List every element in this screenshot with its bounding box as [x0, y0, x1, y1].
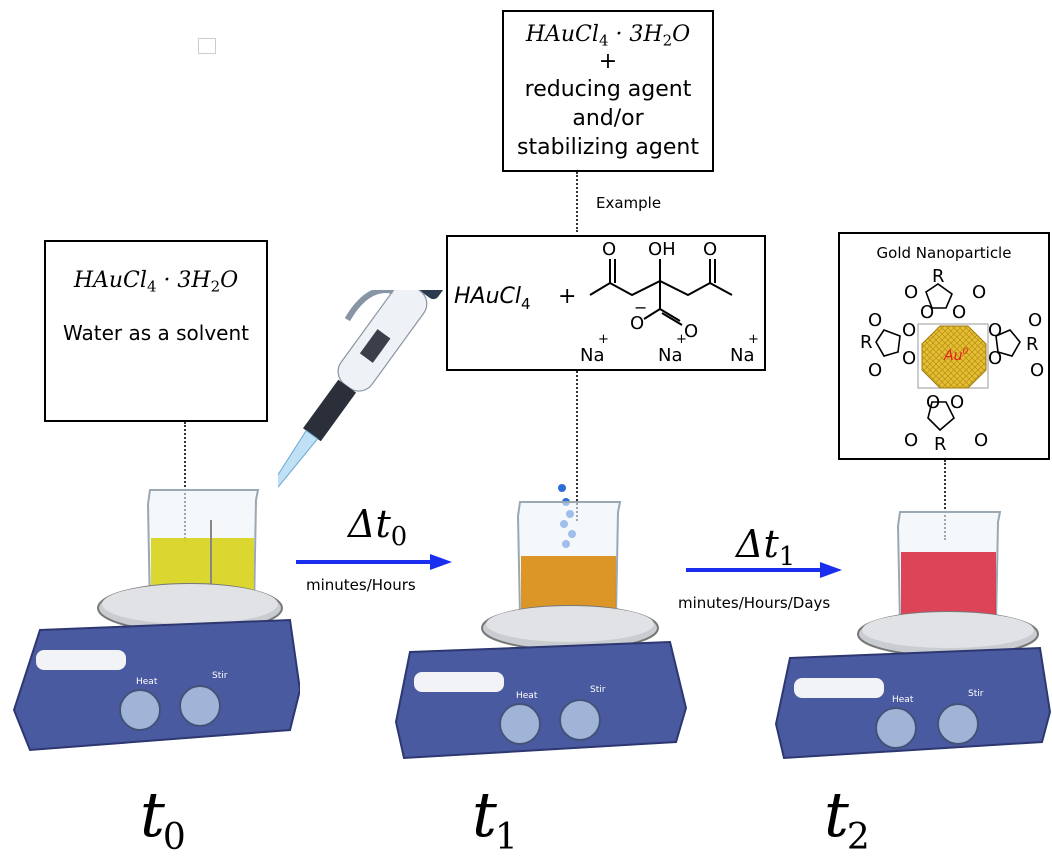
sodium-2: Na	[658, 345, 683, 366]
right-o-top: O	[1028, 310, 1042, 331]
right-o-in1: O	[988, 320, 1002, 341]
hotplate-t2-icon: Heat Stir	[774, 511, 1052, 760]
left-o-top: O	[868, 310, 882, 331]
sodium-3: Na	[730, 345, 755, 366]
solvent-caption: Water as a solvent	[63, 321, 249, 346]
hydroxyl: OH	[648, 239, 676, 260]
delta-t1-label: Δt1	[736, 522, 796, 572]
bottom-o-right: O	[974, 430, 988, 451]
minus-charge: −	[634, 298, 647, 317]
nanoparticle-box: Gold Nanoparticle Au0 O R O O O O	[838, 232, 1050, 460]
top-o-left: O	[904, 282, 918, 303]
top-o-right: O	[972, 282, 986, 303]
connector-right	[944, 460, 946, 540]
time-label-t2: t2	[824, 778, 870, 858]
stray-square	[198, 38, 216, 54]
carboxylate-o-minus: O	[630, 313, 644, 334]
gold-core-label: Au0	[943, 347, 968, 364]
heat-label-0: Heat	[136, 677, 158, 687]
connector-left	[184, 422, 186, 542]
time-label-t1: t1	[472, 778, 518, 858]
sodium-3-charge: +	[748, 332, 759, 347]
oxygen-1: O	[602, 239, 616, 260]
bottom-r: R	[934, 434, 947, 455]
delta-t0-label: Δt0	[348, 502, 408, 552]
time-label-t0: t0	[140, 778, 186, 858]
sodium-1: Na	[580, 345, 605, 366]
top-r: R	[932, 268, 945, 287]
gold-core-icon	[921, 325, 987, 389]
heat-label-2: Heat	[892, 695, 914, 705]
connector-middle	[576, 371, 578, 521]
left-o-in2: O	[902, 348, 916, 369]
citrate-structure: HAuCl4 + O OH O O − O Na + Na + Na +	[454, 239, 759, 366]
hotplate-t1-icon: Heat Stir	[394, 501, 688, 760]
nanoparticle-structure: Au0 O R O O O O R O O O O R O O O	[860, 268, 1044, 455]
reagents-formula: HAuCl4 · 3H2O	[525, 22, 691, 50]
arrow-1-icon	[686, 562, 842, 578]
carboxylate-o: O	[684, 321, 698, 342]
example-reaction-box: HAuCl4 + O OH O O − O Na + Na + Na +	[446, 235, 766, 371]
arrow-0-icon	[296, 554, 452, 570]
connector-top	[576, 172, 578, 232]
stir-label-0: Stir	[212, 671, 228, 681]
reagents-box: HAuCl4 · 3H2O + reducing agent and/or st…	[502, 10, 714, 172]
bottom-o-left: O	[904, 430, 918, 451]
solution-formula: HAuCl4 · 3H2O	[73, 268, 239, 296]
right-r: R	[1026, 334, 1039, 355]
reagents-plus: +	[598, 49, 618, 75]
right-o-in2: O	[988, 348, 1002, 369]
sodium-2-charge: +	[676, 332, 687, 347]
left-o-bot: O	[868, 360, 882, 381]
top-o-bl: O	[920, 302, 934, 323]
stir-label-1: Stir	[590, 685, 606, 695]
top-o-br: O	[952, 302, 966, 323]
bottom-o-in2: O	[950, 392, 964, 413]
solution-box: HAuCl4 · 3H2O Water as a solvent	[44, 240, 268, 422]
hotplate-t0-icon: Heat Stir	[12, 489, 300, 752]
right-o-bot: O	[1030, 360, 1044, 381]
left-o-in1: O	[902, 320, 916, 341]
heat-label-1: Heat	[516, 691, 538, 701]
arrow-1-caption: minutes/Hours/Days	[678, 594, 831, 612]
pipette-icon	[278, 290, 447, 507]
reagents-line-2: and/or	[572, 106, 644, 132]
bottom-o-in1: O	[926, 392, 940, 413]
arrow-0-caption: minutes/Hours	[306, 576, 416, 594]
reagents-line-1: reducing agent	[524, 77, 692, 103]
left-r: R	[860, 332, 873, 353]
oxygen-2: O	[703, 239, 717, 260]
sodium-1-charge: +	[598, 332, 609, 347]
nanoparticle-title: Gold Nanoparticle	[876, 244, 1012, 262]
reagents-line-3: stabilizing agent	[517, 135, 699, 161]
reaction-formula: HAuCl4	[454, 284, 531, 313]
example-label: Example	[596, 194, 662, 212]
reaction-plus: +	[558, 284, 576, 309]
stir-label-2: Stir	[968, 689, 984, 699]
